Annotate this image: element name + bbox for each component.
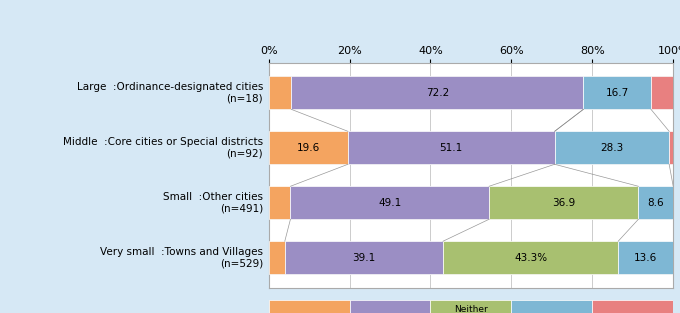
Text: 39.1: 39.1 [352,253,375,263]
Text: 8.6: 8.6 [647,198,664,208]
Text: 16.7: 16.7 [605,88,629,98]
Bar [269,186,290,219]
Text: 51.1: 51.1 [440,143,463,153]
Text: 36.9: 36.9 [552,198,575,208]
Bar [443,241,618,274]
Text: 72.2: 72.2 [426,88,449,98]
Text: 43.3%: 43.3% [514,253,547,263]
FancyBboxPatch shape [269,300,350,313]
FancyBboxPatch shape [430,300,511,313]
Bar [269,241,285,274]
Text: Neither
agree
nor
disagree: Neither agree nor disagree [452,305,490,313]
Bar [555,131,669,164]
Bar [348,131,555,164]
Text: 28.3: 28.3 [600,143,624,153]
Bar [639,186,673,219]
FancyBboxPatch shape [350,300,430,313]
Bar [269,76,291,109]
FancyBboxPatch shape [511,300,592,313]
Bar [489,186,639,219]
Bar [285,241,443,274]
Bar [669,131,673,164]
Bar [618,241,673,274]
Text: 49.1: 49.1 [378,198,401,208]
Text: 19.6: 19.6 [296,143,320,153]
Bar [290,186,489,219]
Bar [651,76,673,109]
Bar [269,131,348,164]
FancyBboxPatch shape [592,300,673,313]
Bar [291,76,583,109]
Bar [583,76,651,109]
Text: 13.6: 13.6 [634,253,658,263]
